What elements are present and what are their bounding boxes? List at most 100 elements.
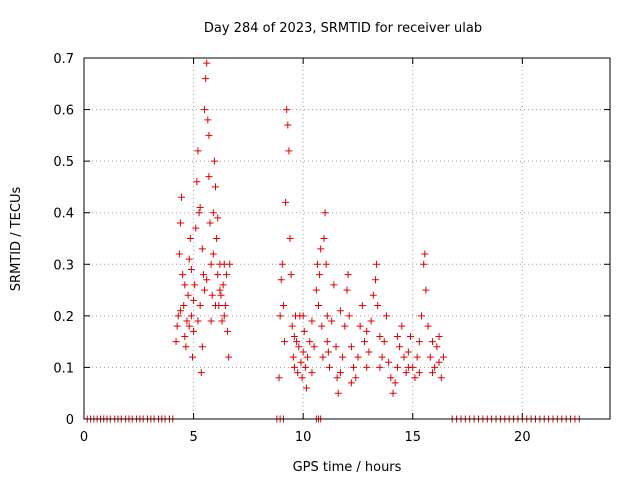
- x-tick-label: 20: [514, 430, 531, 445]
- data-point: [186, 235, 194, 242]
- data-point: [218, 317, 226, 325]
- data-point: [323, 338, 331, 346]
- y-tick-label: 0.1: [53, 361, 74, 376]
- data-point: [290, 332, 298, 340]
- data-point: [210, 157, 218, 165]
- data-point: [424, 322, 432, 330]
- data-point: [205, 173, 213, 181]
- data-point: [225, 353, 233, 361]
- data-point: [173, 322, 181, 330]
- data-point: [418, 312, 426, 320]
- data-point: [224, 327, 232, 335]
- data-point: [221, 302, 229, 310]
- data-point: [183, 317, 191, 325]
- data-point: [293, 338, 301, 346]
- data-point: [317, 245, 325, 253]
- data-point: [216, 286, 224, 294]
- data-point: [206, 219, 214, 227]
- data-point: [310, 343, 318, 351]
- data-point: [181, 281, 189, 289]
- data-point: [354, 353, 362, 361]
- data-point: [378, 353, 386, 361]
- data-point: [197, 369, 205, 377]
- data-point: [322, 260, 330, 268]
- data-point: [285, 147, 293, 155]
- data-point: [196, 204, 204, 212]
- data-point: [415, 369, 423, 377]
- data-point: [278, 260, 286, 268]
- data-point: [387, 374, 395, 382]
- data-point: [315, 302, 323, 310]
- y-tick-label: 0.6: [53, 104, 74, 119]
- data-point: [172, 338, 180, 346]
- data-point: [283, 106, 291, 114]
- data-point: [422, 286, 430, 294]
- data-point: [393, 332, 401, 340]
- data-point: [435, 358, 443, 366]
- data-point: [182, 343, 190, 351]
- data-point: [284, 121, 292, 129]
- data-point: [190, 327, 198, 335]
- data-point: [299, 348, 307, 356]
- data-point: [174, 312, 182, 320]
- data-point: [217, 291, 225, 299]
- data-point: [413, 353, 421, 361]
- data-point: [316, 271, 324, 279]
- data-point: [350, 363, 358, 371]
- data-point: [421, 250, 429, 258]
- data-point: [361, 338, 369, 346]
- data-point: [318, 322, 326, 330]
- data-point: [398, 322, 406, 330]
- data-point: [407, 332, 415, 340]
- data-point: [358, 302, 366, 310]
- data-point: [356, 322, 364, 330]
- data-point: [194, 317, 202, 325]
- data-point: [294, 369, 302, 377]
- data-point: [352, 374, 360, 382]
- data-point: [214, 271, 222, 279]
- data-point: [308, 369, 316, 377]
- data-point: [320, 235, 328, 242]
- tick-layer: 0 0.1 0.2 0.3 0.4 0.5 0.6 0.7 0 5 10 15 20: [53, 52, 610, 445]
- data-point: [181, 332, 189, 340]
- data-point: [367, 317, 375, 325]
- data-point: [185, 255, 193, 263]
- data-point: [428, 338, 436, 346]
- data-point: [276, 312, 284, 320]
- data-point: [175, 250, 183, 258]
- y-tick-label: 0.4: [53, 207, 74, 222]
- data-point: [201, 286, 209, 294]
- data-point: [279, 302, 287, 310]
- data-point: [380, 338, 388, 346]
- data-point: [295, 343, 303, 351]
- data-point: [188, 353, 196, 361]
- data-point: [281, 338, 289, 346]
- data-point: [439, 353, 447, 361]
- data-point: [325, 363, 333, 371]
- data-point: [209, 209, 217, 217]
- data-point: [222, 271, 230, 279]
- data-point: [376, 332, 384, 340]
- data-point: [178, 193, 186, 201]
- data-point: [187, 312, 195, 320]
- data-point: [363, 327, 371, 335]
- data-point: [198, 343, 206, 351]
- data-point: [328, 317, 336, 325]
- data-point: [336, 307, 344, 315]
- data-point: [428, 369, 436, 377]
- data-point: [385, 358, 393, 366]
- data-point: [330, 281, 338, 289]
- data-point: [336, 369, 344, 377]
- data-point: [288, 322, 296, 330]
- data-point: [321, 209, 329, 217]
- data-point: [193, 178, 201, 186]
- data-point: [187, 265, 195, 273]
- x-tick-label: 10: [295, 430, 312, 445]
- x-axis-label: GPS time / hours: [293, 460, 402, 475]
- data-point: [176, 307, 184, 315]
- data-point: [191, 281, 199, 289]
- x-tick-label: 0: [80, 430, 88, 445]
- data-point: [333, 374, 341, 382]
- y-tick-label: 0.2: [53, 310, 74, 325]
